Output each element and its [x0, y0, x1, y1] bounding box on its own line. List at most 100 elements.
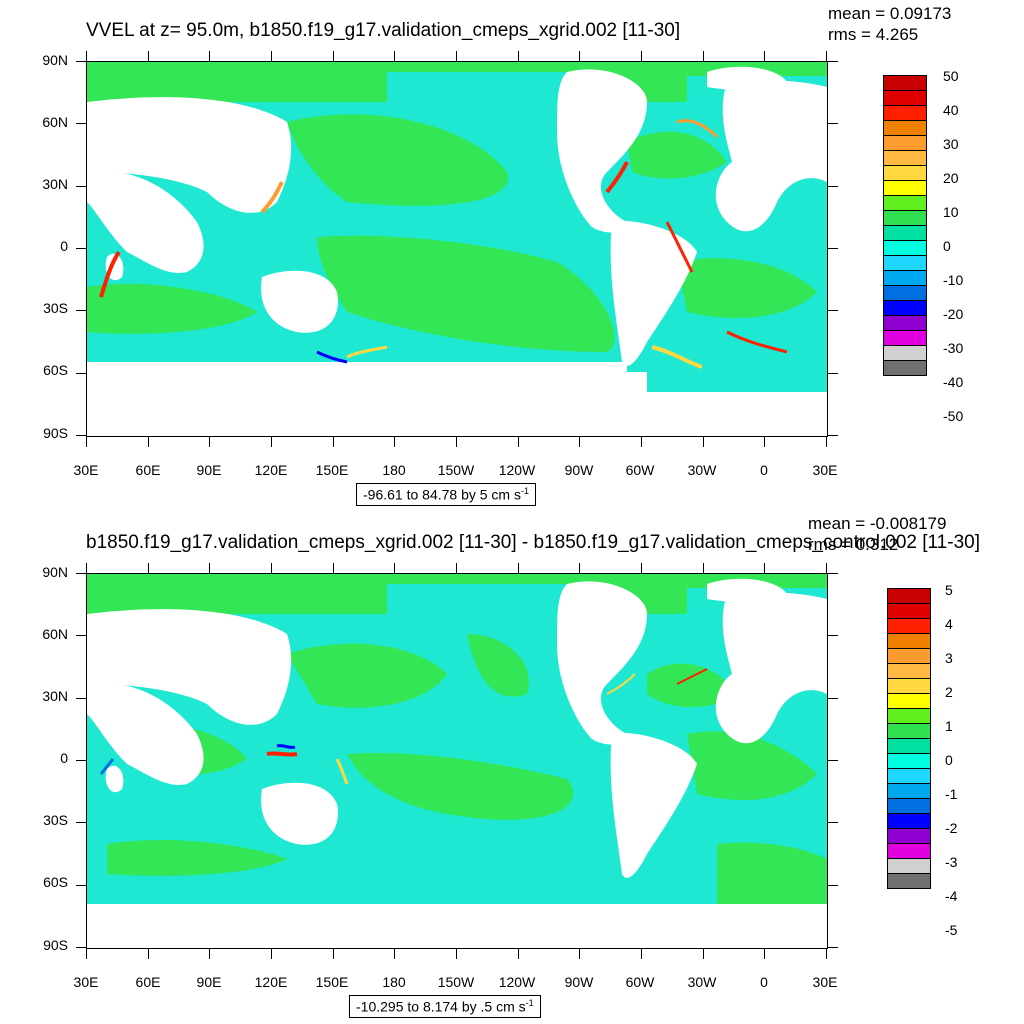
bottom-cbar-label: 3 — [945, 650, 953, 666]
axis-tick — [703, 949, 704, 959]
axis-tick — [333, 949, 334, 959]
top-cbar-label: -20 — [943, 306, 964, 322]
axis-tick — [209, 563, 210, 573]
axis-tick — [826, 563, 827, 573]
axis-tick — [86, 563, 87, 573]
axis-tick — [828, 435, 838, 436]
top-cbar-label: -30 — [943, 340, 964, 356]
axis-tick — [76, 310, 86, 311]
axis-tick — [76, 760, 86, 761]
bottom-cbar-label: 5 — [945, 582, 953, 598]
axis-tick — [828, 310, 838, 311]
axis-tick — [76, 435, 86, 436]
axis-tick — [579, 563, 580, 573]
colorbar-swatch — [883, 105, 927, 121]
axis-tick — [828, 885, 838, 886]
top-cbar-label: 30 — [943, 136, 959, 152]
axis-tick — [826, 51, 827, 61]
lon-label-120e: 120E — [254, 462, 288, 478]
colorbar-swatch — [883, 195, 927, 211]
axis-tick — [703, 437, 704, 447]
axis-tick — [86, 51, 87, 61]
axis-tick — [76, 186, 86, 187]
top-cbar-label: 40 — [943, 102, 959, 118]
axis-tick — [148, 437, 149, 447]
colorbar-swatch — [883, 90, 927, 106]
lon-label-30w: 30W — [687, 974, 717, 990]
lon-label-30e: 30E — [73, 974, 99, 990]
axis-tick — [828, 698, 838, 699]
colorbar-swatch — [883, 75, 927, 91]
bottom-cbar-label: -5 — [945, 922, 958, 938]
axis-tick — [76, 947, 86, 948]
axis-tick — [828, 186, 838, 187]
colorbar-swatch — [887, 873, 931, 889]
bottom-cbar-label: 0 — [945, 752, 953, 768]
axis-tick — [828, 822, 838, 823]
axis-tick — [76, 698, 86, 699]
axis-tick — [86, 949, 87, 959]
top-colorbar — [883, 75, 927, 376]
axis-tick — [148, 949, 149, 959]
colorbar-swatch — [887, 693, 931, 709]
axis-tick — [333, 51, 334, 61]
lon-label-30e-right: 30E — [812, 974, 838, 990]
colorbar-swatch — [887, 633, 931, 649]
lon-label-120w: 120W — [498, 974, 536, 990]
colorbar-swatch — [883, 120, 927, 136]
lon-label-0: 0 — [760, 462, 768, 478]
axis-tick — [333, 563, 334, 573]
top-cbar-label: 0 — [943, 238, 951, 254]
bottom-mean-label: mean = -0.008179 — [808, 514, 947, 533]
axis-tick — [148, 51, 149, 61]
axis-tick — [456, 51, 457, 61]
lon-label-180: 180 — [382, 462, 406, 478]
axis-tick — [764, 949, 765, 959]
bottom-map-panel: b1850.f19_g17.validation_cmeps_xgrid.002… — [0, 512, 1024, 1024]
axis-tick — [828, 61, 838, 62]
colorbar-swatch — [887, 753, 931, 769]
lon-label-150e: 150E — [315, 974, 349, 990]
colorbar-swatch — [883, 135, 927, 151]
colorbar-swatch — [883, 300, 927, 316]
axis-tick — [641, 563, 642, 573]
lat-label-60n: 60N — [42, 626, 68, 642]
bottom-cbar-label: 1 — [945, 718, 953, 734]
axis-tick — [518, 949, 519, 959]
bottom-cbar-label: 4 — [945, 616, 953, 632]
lat-label-90s: 90S — [43, 425, 68, 441]
axis-tick — [828, 760, 838, 761]
axis-tick — [86, 437, 87, 447]
lon-label-120e: 120E — [254, 974, 288, 990]
bottom-cbar-label: -1 — [945, 786, 958, 802]
axis-tick — [703, 563, 704, 573]
bottom-colorbar — [887, 588, 931, 889]
top-cbar-label: -10 — [943, 272, 964, 288]
lon-label-60w: 60W — [625, 974, 655, 990]
axis-tick — [764, 437, 765, 447]
colorbar-swatch — [883, 240, 927, 256]
axis-tick — [826, 949, 827, 959]
bottom-range-text: -10.295 to 8.174 by .5 cm s — [356, 998, 526, 1015]
axis-tick — [828, 373, 838, 374]
axis-tick — [209, 51, 210, 61]
lon-label-30w: 30W — [687, 462, 717, 478]
top-map-frame — [86, 61, 828, 437]
colorbar-swatch — [883, 330, 927, 346]
axis-tick — [76, 635, 86, 636]
lat-label-60s: 60S — [43, 874, 68, 890]
bottom-map-field — [87, 574, 827, 948]
axis-tick — [579, 437, 580, 447]
axis-tick — [271, 51, 272, 61]
lon-label-90e: 90E — [196, 462, 222, 478]
axis-tick — [641, 437, 642, 447]
top-range-text: -96.61 to 84.78 by 5 cm s — [363, 486, 521, 503]
axis-tick — [764, 563, 765, 573]
axis-tick — [76, 123, 86, 124]
axis-tick — [333, 437, 334, 447]
colorbar-swatch — [887, 723, 931, 739]
colorbar-swatch — [887, 588, 931, 604]
axis-tick — [456, 949, 457, 959]
colorbar-swatch — [887, 648, 931, 664]
axis-tick — [518, 437, 519, 447]
